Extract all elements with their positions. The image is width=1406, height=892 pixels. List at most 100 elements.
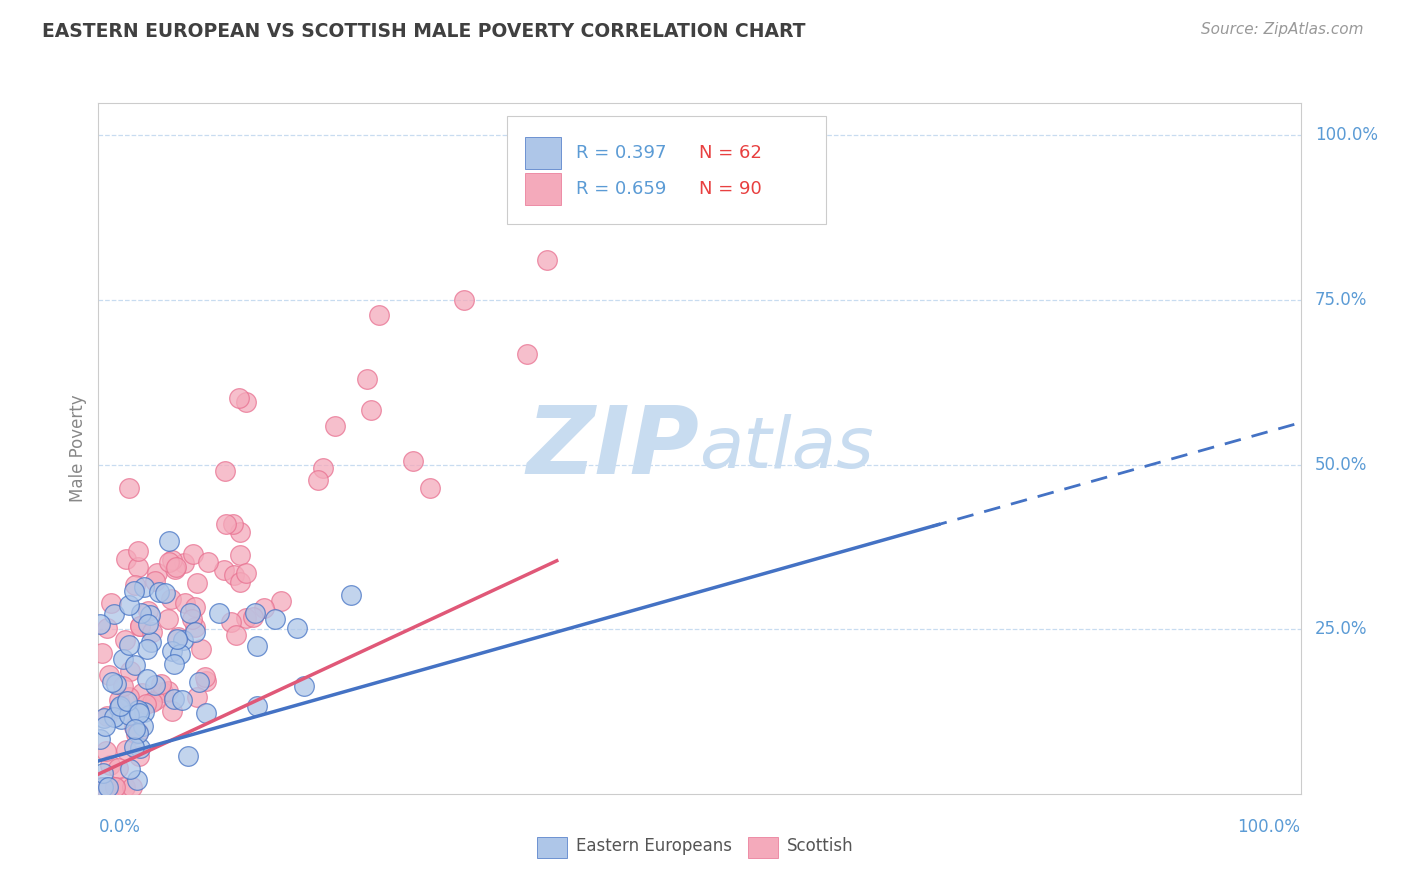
Point bbox=[134, 580, 156, 594]
Point bbox=[186, 690, 208, 705]
Point bbox=[112, 652, 135, 666]
Point bbox=[141, 695, 163, 709]
Point bbox=[128, 619, 150, 633]
Point bbox=[114, 633, 136, 648]
Point bbox=[173, 556, 195, 570]
Point bbox=[193, 670, 215, 684]
Text: atlas: atlas bbox=[699, 414, 875, 483]
Point bbox=[135, 697, 157, 711]
Point bbox=[98, 667, 121, 681]
Point bbox=[108, 693, 131, 707]
Point bbox=[93, 780, 115, 795]
Point bbox=[195, 706, 218, 721]
FancyBboxPatch shape bbox=[508, 117, 825, 224]
Point bbox=[157, 533, 180, 548]
Point bbox=[122, 740, 145, 755]
Point bbox=[243, 606, 266, 620]
Point bbox=[96, 621, 118, 635]
Point bbox=[129, 740, 152, 755]
Y-axis label: Male Poverty: Male Poverty bbox=[69, 394, 87, 502]
Point bbox=[96, 709, 118, 723]
Point bbox=[516, 347, 538, 361]
Point bbox=[228, 391, 250, 405]
Point bbox=[89, 617, 111, 632]
Point bbox=[157, 684, 180, 698]
Text: 100.0%: 100.0% bbox=[1237, 818, 1301, 836]
Point bbox=[174, 596, 197, 610]
Point bbox=[115, 552, 138, 566]
Point bbox=[134, 705, 156, 719]
Point bbox=[169, 647, 191, 661]
Point bbox=[91, 766, 114, 780]
Point bbox=[118, 638, 141, 652]
Point bbox=[112, 679, 135, 693]
Point bbox=[118, 665, 141, 679]
Point bbox=[117, 598, 139, 612]
Point bbox=[94, 780, 117, 795]
Point bbox=[153, 586, 176, 600]
Point bbox=[453, 293, 475, 307]
Point bbox=[117, 481, 139, 495]
Point bbox=[131, 606, 153, 620]
Point bbox=[128, 543, 150, 558]
Point bbox=[219, 615, 242, 629]
Point bbox=[141, 624, 163, 639]
Point bbox=[246, 640, 269, 654]
Point bbox=[143, 574, 166, 589]
Point bbox=[128, 618, 150, 632]
Point bbox=[103, 709, 125, 723]
Point bbox=[145, 693, 167, 707]
Point bbox=[536, 252, 558, 267]
Point bbox=[166, 632, 188, 647]
Point bbox=[194, 673, 217, 688]
Point bbox=[100, 675, 122, 690]
Point bbox=[124, 578, 146, 592]
Text: 75.0%: 75.0% bbox=[1315, 291, 1368, 310]
Point bbox=[124, 658, 146, 673]
Point bbox=[160, 553, 183, 567]
Point bbox=[246, 698, 269, 713]
Point bbox=[118, 708, 141, 723]
Point bbox=[127, 725, 149, 739]
Point bbox=[172, 692, 194, 706]
Point bbox=[222, 567, 245, 582]
Point bbox=[107, 761, 129, 775]
Point bbox=[187, 675, 209, 690]
Point bbox=[197, 555, 219, 569]
Point bbox=[292, 679, 315, 693]
FancyBboxPatch shape bbox=[526, 173, 561, 204]
Point bbox=[264, 612, 287, 626]
Point bbox=[115, 743, 138, 757]
Point bbox=[91, 646, 114, 660]
Point bbox=[128, 749, 150, 764]
Point bbox=[103, 780, 125, 795]
Point bbox=[98, 757, 121, 772]
Point bbox=[235, 395, 257, 409]
Point bbox=[100, 596, 122, 610]
Point bbox=[285, 621, 308, 635]
Point bbox=[163, 657, 186, 671]
Point bbox=[228, 574, 250, 589]
Text: 25.0%: 25.0% bbox=[1315, 620, 1368, 639]
Point bbox=[122, 584, 145, 599]
Point bbox=[235, 566, 257, 580]
Point bbox=[165, 560, 187, 574]
Text: N = 90: N = 90 bbox=[699, 180, 762, 198]
Point bbox=[214, 465, 236, 479]
Point bbox=[103, 607, 125, 621]
Point bbox=[125, 727, 148, 741]
Point bbox=[94, 719, 117, 733]
Point bbox=[121, 780, 143, 795]
Point bbox=[143, 678, 166, 692]
Point bbox=[419, 481, 441, 495]
Point bbox=[125, 773, 148, 788]
Point bbox=[214, 563, 236, 577]
Point bbox=[367, 308, 389, 322]
Point bbox=[163, 562, 186, 576]
Text: 0.0%: 0.0% bbox=[98, 818, 141, 836]
Point bbox=[339, 588, 361, 602]
FancyBboxPatch shape bbox=[526, 137, 561, 169]
Point bbox=[184, 624, 207, 639]
Point bbox=[356, 372, 378, 386]
Point bbox=[229, 549, 252, 563]
